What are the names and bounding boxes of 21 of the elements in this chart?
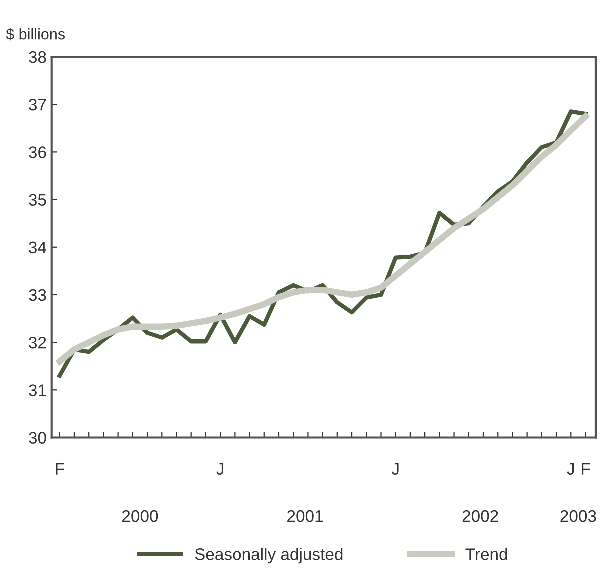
text: 2003 xyxy=(560,510,596,522)
text: 2001 xyxy=(288,510,324,522)
y-tick-label: 36 xyxy=(29,146,46,158)
y-tick-label: 34 xyxy=(29,242,47,254)
y-axis-title: $ billions xyxy=(6,28,65,41)
legend-label: Trend xyxy=(466,548,508,560)
y-tick-label: 31 xyxy=(29,384,46,396)
y-tick-label: 37 xyxy=(29,98,46,111)
x-tick-label: J xyxy=(216,463,224,475)
text: 2002 xyxy=(462,510,498,522)
x-tick-label: F xyxy=(582,463,590,475)
x-tick-label: J xyxy=(567,463,574,475)
text: 2000 xyxy=(122,510,158,522)
y-tick-label: 33 xyxy=(29,289,46,302)
y-tick-label: 35 xyxy=(29,194,46,206)
x-tick-label: F xyxy=(56,463,64,475)
y-tick-label: 30 xyxy=(29,432,46,444)
x-tick-label: J xyxy=(392,463,399,475)
legend-label: Seasonally adjusted xyxy=(195,548,343,564)
y-tick-label: 38 xyxy=(29,51,46,64)
y-tick-label: 32 xyxy=(29,336,46,349)
